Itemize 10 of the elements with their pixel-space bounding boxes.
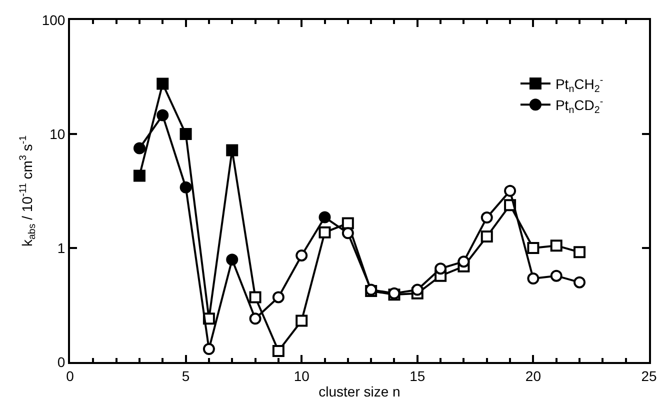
x-tick-label: 10: [294, 368, 310, 384]
y-tick-label: 0: [57, 354, 66, 370]
x-axis-title: cluster size n: [318, 384, 400, 400]
y-tick-label: 1: [57, 240, 66, 256]
x-tick-label: 5: [182, 368, 190, 384]
x-tick-label: 20: [525, 368, 542, 384]
y-tick-label: 100: [42, 12, 66, 28]
y-tick-label: 10: [50, 126, 66, 142]
x-tick-label: 25: [641, 368, 657, 384]
x-tick-label: 15: [410, 368, 426, 384]
